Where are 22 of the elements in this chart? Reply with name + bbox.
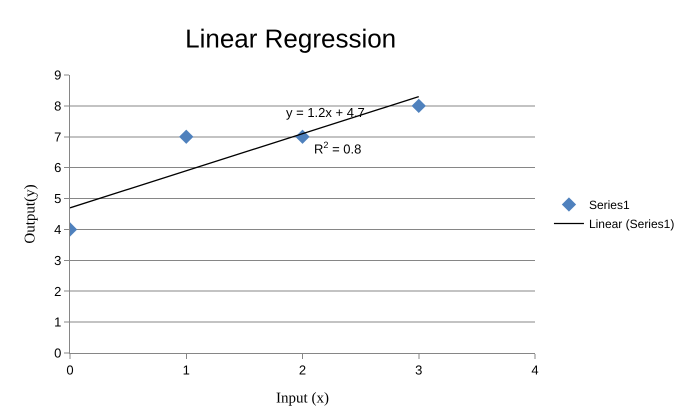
y-tick-label: 2 (54, 284, 62, 299)
y-tick-label: 8 (54, 98, 62, 114)
y-tick-label: 4 (54, 222, 62, 237)
chart-title: Linear Regression (185, 23, 396, 54)
x-tick-label: 0 (66, 362, 74, 378)
y-tick-label: 9 (54, 68, 62, 83)
point (412, 98, 426, 114)
annotation: R$^{2}$ = 0.8 (314, 140, 362, 156)
x-tick-label: 1 (182, 362, 190, 378)
y-tick-label: 7 (54, 129, 62, 144)
y-tick-label: 1 (54, 314, 62, 330)
y-tick-label: 3 (54, 252, 62, 268)
y-axis-title: Output(y) (22, 184, 38, 244)
y-tick-label: 5 (54, 191, 62, 206)
x-tick-label: 3 (415, 362, 422, 378)
x-axis-title: Input (x) (276, 390, 329, 407)
legend-label: Series1 (588, 198, 630, 212)
legend-label: Linear (Series1) (588, 217, 674, 232)
x-tick-label: 4 (531, 362, 539, 378)
y-tick-label: 0 (54, 346, 62, 361)
y-tick-label: 6 (54, 160, 62, 176)
x-tick-label: 2 (298, 362, 306, 378)
